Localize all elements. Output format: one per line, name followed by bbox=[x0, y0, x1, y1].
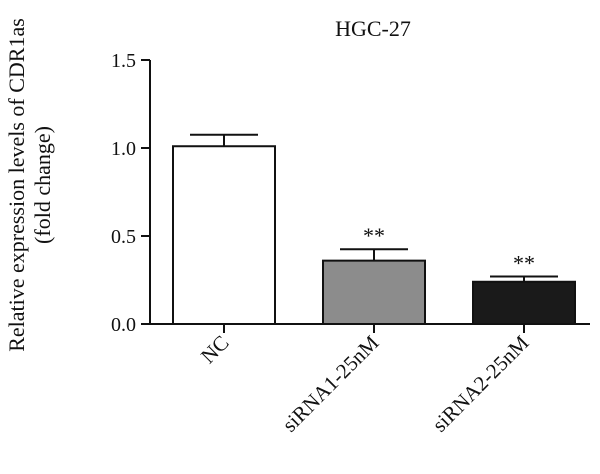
chart-title: HGC-27 bbox=[335, 16, 411, 41]
significance-label: ** bbox=[363, 223, 385, 248]
y-tick-label: 1.0 bbox=[111, 138, 136, 160]
bar bbox=[322, 259, 426, 326]
bar bbox=[172, 145, 276, 325]
bar bbox=[472, 280, 576, 326]
plot-area: 0.0 0.5 1.0 1.5 NC ** siRNA1-25nM ** siRNA2-25nM bbox=[111, 50, 590, 437]
y-axis-title-line1: Relative expression levels of CDR1as bbox=[4, 18, 29, 352]
x-tick-label: siRNA1-25nM bbox=[277, 330, 383, 436]
y-tick-label: 0.5 bbox=[111, 226, 136, 248]
y-tick-label: 1.5 bbox=[111, 50, 136, 72]
y-tick-label: 0.0 bbox=[111, 314, 136, 336]
x-tick-label: siRNA2-25nM bbox=[427, 330, 533, 436]
significance-label: ** bbox=[513, 250, 535, 275]
y-axis-title-line2: (fold change) bbox=[30, 126, 55, 244]
x-tick-label: NC bbox=[196, 331, 234, 369]
